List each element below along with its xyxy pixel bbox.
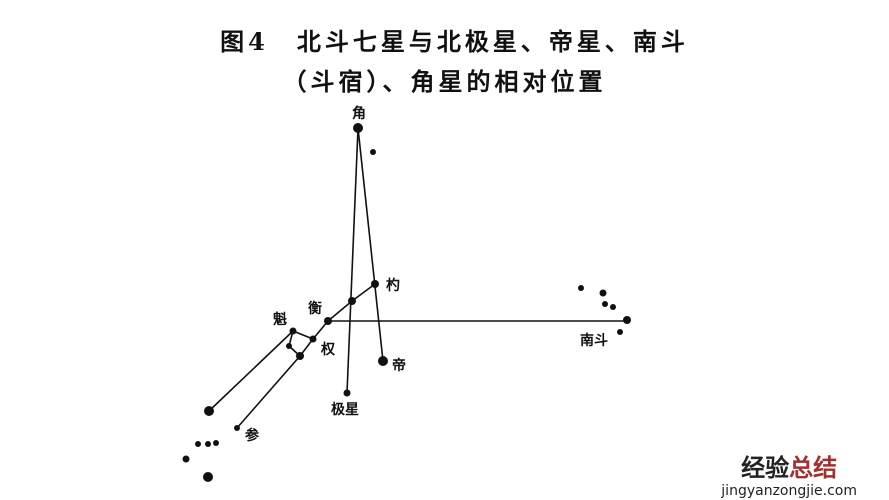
star-nandou xyxy=(623,316,631,324)
line-jiao-di xyxy=(357,127,384,362)
watermark-url: jingyanzongjie.com xyxy=(721,483,857,499)
line-dipper-shen xyxy=(236,355,301,429)
star-shen xyxy=(213,440,219,446)
watermark: 经验总结 jingyanzongjie.com xyxy=(721,448,857,499)
star xyxy=(296,352,304,360)
stars xyxy=(182,123,631,482)
line-dipper-bowl xyxy=(292,330,314,340)
label-shen: 参 xyxy=(245,427,260,444)
line-jiao-jixing xyxy=(346,127,359,394)
star-heng xyxy=(324,317,332,325)
star-quan xyxy=(309,335,317,343)
star-nandou xyxy=(617,329,623,335)
label-quan: 权 xyxy=(320,341,336,358)
label-di: 帝 xyxy=(392,357,406,374)
star xyxy=(286,343,292,349)
watermark-text-red: 总结 xyxy=(789,454,838,482)
star-nandou xyxy=(602,301,608,307)
star-jiao xyxy=(353,123,363,133)
line-dipper-handle xyxy=(351,283,376,302)
star-shen xyxy=(182,455,190,463)
figure-title-line2: （斗宿）、角星的相对位置 xyxy=(282,67,607,96)
connector-lines xyxy=(208,127,627,429)
star-nandou xyxy=(610,304,616,310)
line-dipper-handle xyxy=(327,300,353,322)
star-di xyxy=(378,356,388,366)
star xyxy=(348,297,356,305)
label-kui: 魁 xyxy=(273,311,287,328)
star-shen xyxy=(203,472,213,482)
star-nandou xyxy=(599,289,607,297)
star-shao xyxy=(371,280,379,288)
line-kui-shen xyxy=(208,330,294,412)
label-shao: 杓 xyxy=(386,277,400,294)
star-shen xyxy=(195,441,201,447)
star-shen xyxy=(204,406,214,416)
star xyxy=(370,149,376,155)
label-jixing: 极星 xyxy=(331,401,359,418)
label-heng: 衡 xyxy=(308,300,322,317)
star-jixing xyxy=(343,389,351,397)
watermark-text-dark: 经验 xyxy=(741,454,790,482)
star-kui xyxy=(289,327,297,335)
figure-title-line1: 图4 北斗七星与北极星、帝星、南斗 xyxy=(220,27,689,56)
star-nandou xyxy=(578,285,584,291)
star-shen xyxy=(205,441,211,447)
label-jiao: 角 xyxy=(352,105,366,122)
label-nandou: 南斗 xyxy=(580,332,608,349)
star-shen xyxy=(234,425,240,431)
